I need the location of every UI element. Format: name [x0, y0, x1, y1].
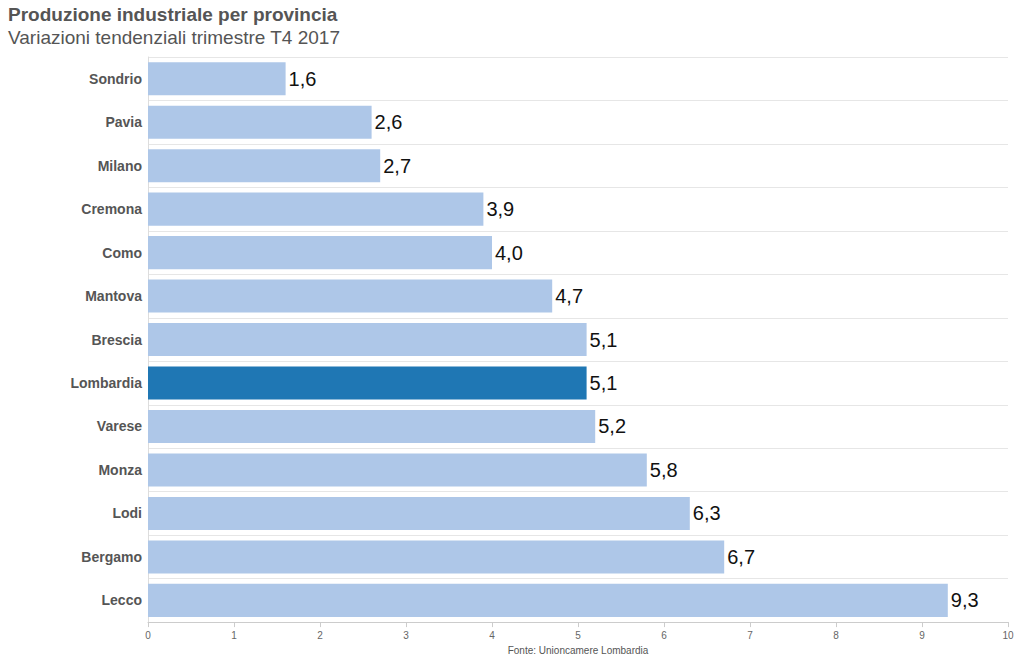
svg-text:Sondrio: Sondrio — [89, 71, 142, 87]
svg-text:1: 1 — [231, 630, 237, 641]
svg-text:2: 2 — [317, 630, 323, 641]
svg-text:2,6: 2,6 — [375, 111, 403, 133]
svg-text:5,1: 5,1 — [590, 372, 618, 394]
svg-text:Lombardia: Lombardia — [70, 375, 142, 391]
svg-text:4,7: 4,7 — [555, 285, 583, 307]
svg-text:5,8: 5,8 — [650, 459, 678, 481]
svg-text:6: 6 — [661, 630, 667, 641]
svg-text:4: 4 — [489, 630, 495, 641]
svg-text:5: 5 — [575, 630, 581, 641]
svg-text:Cremona: Cremona — [81, 201, 142, 217]
svg-text:8: 8 — [833, 630, 839, 641]
svg-text:Lodi: Lodi — [112, 505, 142, 521]
svg-text:0: 0 — [145, 630, 151, 641]
svg-text:5,1: 5,1 — [590, 329, 618, 351]
svg-text:2,7: 2,7 — [383, 155, 411, 177]
svg-text:Fonte: Unioncamere Lombardia: Fonte: Unioncamere Lombardia — [508, 645, 649, 656]
svg-text:3: 3 — [403, 630, 409, 641]
svg-text:Produzione industriale per pro: Produzione industriale per provincia — [8, 4, 338, 25]
svg-text:10: 10 — [1002, 630, 1014, 641]
svg-text:Mantova: Mantova — [85, 288, 142, 304]
svg-text:Pavia: Pavia — [105, 114, 142, 130]
svg-text:4,0: 4,0 — [495, 242, 523, 264]
svg-text:Como: Como — [102, 245, 142, 261]
svg-text:1,6: 1,6 — [289, 68, 317, 90]
svg-text:Lecco: Lecco — [102, 592, 142, 608]
svg-text:3,9: 3,9 — [486, 198, 514, 220]
svg-text:Monza: Monza — [98, 462, 142, 478]
svg-text:Brescia: Brescia — [91, 332, 142, 348]
svg-text:9: 9 — [919, 630, 925, 641]
svg-text:Varese: Varese — [97, 418, 142, 434]
svg-text:6,3: 6,3 — [693, 502, 721, 524]
svg-text:Variazioni tendenziali trimest: Variazioni tendenziali trimestre T4 2017 — [8, 27, 340, 48]
svg-text:5,2: 5,2 — [598, 415, 626, 437]
svg-text:9,3: 9,3 — [951, 589, 979, 611]
svg-text:Milano: Milano — [98, 158, 142, 174]
svg-text:Bergamo: Bergamo — [81, 549, 142, 565]
svg-text:6,7: 6,7 — [727, 546, 755, 568]
svg-text:7: 7 — [747, 630, 753, 641]
